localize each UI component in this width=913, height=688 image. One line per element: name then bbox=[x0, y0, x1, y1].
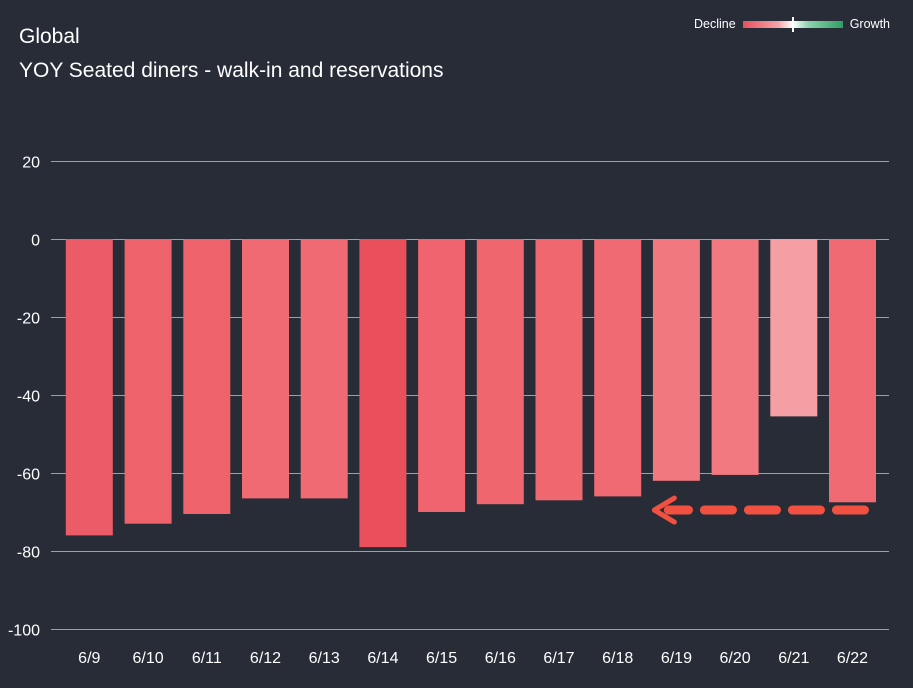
bar-6-10 bbox=[124, 239, 172, 524]
bar-6-22 bbox=[829, 239, 876, 503]
x-axis-ticks: 6/9 6/10 6/11 6/12 6/13 6/14 6/15 6/16 6/17 6/18 6… bbox=[78, 650, 868, 667]
x-tick-label: 6/16 bbox=[485, 650, 516, 667]
x-tick-label: 6/17 bbox=[543, 650, 574, 667]
bar-6-11 bbox=[183, 239, 231, 514]
bar-6-18 bbox=[594, 239, 642, 497]
arrow-head bbox=[651, 495, 677, 525]
x-tick-label: 6/20 bbox=[720, 650, 751, 667]
bar-6-16 bbox=[476, 239, 524, 505]
legend-label-growth: Growth bbox=[849, 17, 890, 31]
y-axis-ticks: 20 0 -20 -40 -60 -80 -100 bbox=[8, 155, 40, 640]
x-tick-label: 6/18 bbox=[602, 650, 633, 667]
bar-6-15 bbox=[418, 239, 466, 512]
x-tick-label: 6/11 bbox=[192, 650, 222, 667]
legend-center-tick bbox=[791, 16, 794, 32]
y-tick-label: -40 bbox=[17, 389, 40, 406]
x-tick-label: 6/13 bbox=[309, 650, 340, 667]
chart-subtitle: YOY Seated diners - walk-in and reservat… bbox=[19, 59, 444, 82]
x-tick-label: 6/12 bbox=[250, 650, 281, 667]
annotations bbox=[651, 495, 869, 525]
legend-label-decline: Decline bbox=[694, 17, 736, 31]
x-tick-label: 6/10 bbox=[133, 650, 164, 667]
legend-gradient-bar bbox=[742, 16, 843, 32]
y-tick-label: -100 bbox=[8, 623, 40, 640]
x-tick-label: 6/9 bbox=[78, 650, 100, 667]
x-tick-label: 6/21 bbox=[778, 650, 809, 667]
bar-6-14 bbox=[359, 239, 407, 548]
gridlines bbox=[51, 161, 889, 630]
y-tick-label: 0 bbox=[31, 233, 40, 250]
bar-6-12 bbox=[242, 239, 289, 499]
trend-arrow bbox=[651, 495, 869, 525]
x-tick-label: 6/19 bbox=[661, 650, 692, 667]
bar-6-19 bbox=[652, 239, 700, 481]
color-legend: Decline Growth bbox=[694, 16, 890, 32]
bars bbox=[65, 239, 876, 548]
chart-title: Global bbox=[19, 25, 80, 48]
bar-6-17 bbox=[535, 239, 583, 501]
x-tick-label: 6/15 bbox=[426, 650, 457, 667]
x-tick-label: 6/14 bbox=[367, 650, 398, 667]
bar-6-20 bbox=[711, 239, 759, 475]
y-tick-label: 20 bbox=[22, 155, 40, 172]
bar-6-9 bbox=[65, 239, 113, 536]
y-tick-label: -60 bbox=[17, 467, 40, 484]
y-tick-label: -80 bbox=[17, 545, 40, 562]
bar-6-13 bbox=[300, 239, 348, 499]
y-tick-label: -20 bbox=[17, 311, 40, 328]
x-tick-label: 6/22 bbox=[837, 650, 868, 667]
bar-6-21 bbox=[770, 239, 818, 417]
